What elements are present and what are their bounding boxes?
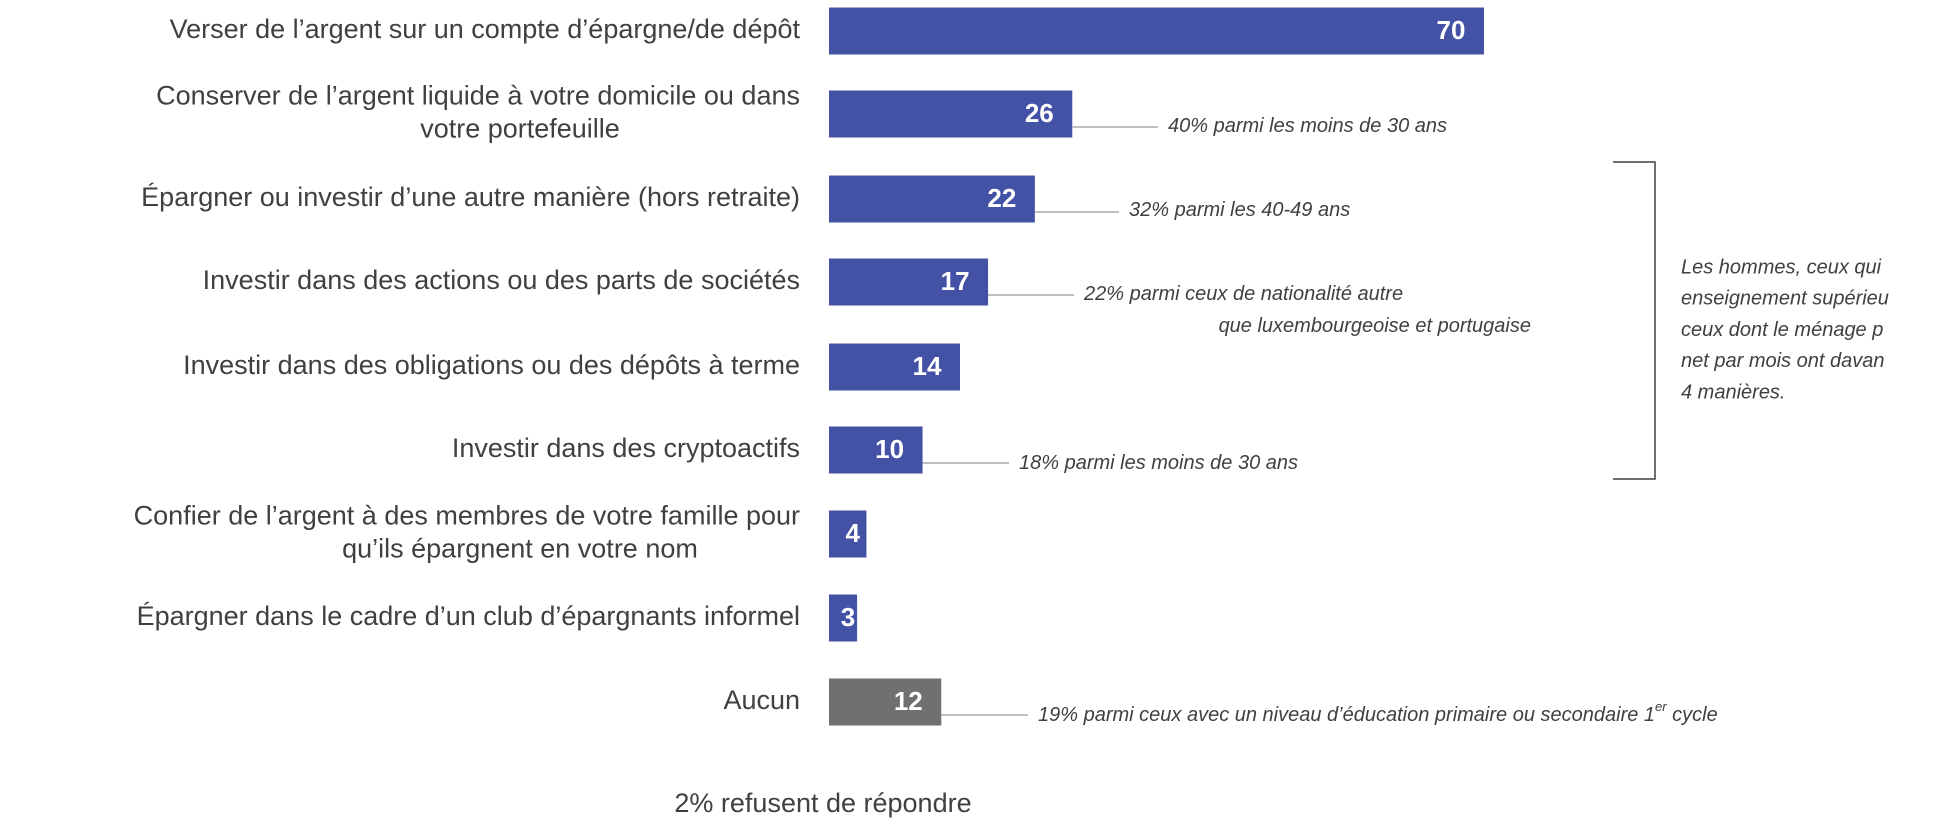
bar	[829, 258, 989, 306]
annotation: que luxembourgeoise et portugaise	[1219, 315, 1531, 337]
annotation: 18% parmi les moins de 30 ans	[1019, 452, 1298, 474]
category-label: Aucun	[723, 685, 800, 715]
bracket-note: enseignement supérieu	[1681, 288, 1889, 310]
category-label: Investir dans des actions ou des parts d…	[203, 265, 800, 295]
category-label: Investir dans des cryptoactifs	[452, 433, 800, 463]
bracket-note: net par mois ont davan	[1681, 350, 1884, 372]
value-label: 70	[1437, 15, 1466, 45]
bar	[829, 678, 942, 726]
category-label: votre portefeuille	[420, 114, 620, 144]
category-label: Conserver de l’argent liquide à votre do…	[156, 81, 800, 111]
value-label: 3	[841, 602, 855, 632]
bar	[829, 426, 923, 474]
bracket-note: Les hommes, ceux qui	[1681, 256, 1882, 278]
bar	[829, 7, 1484, 55]
category-label: Épargner ou investir d’une autre manière…	[141, 182, 800, 212]
bar	[829, 594, 858, 642]
bar	[829, 510, 867, 558]
annotation: 22% parmi ceux de nationalité autre	[1083, 283, 1403, 305]
category-label: Épargner dans le cadre d’un club d’éparg…	[137, 601, 800, 631]
category-label: qu’ils épargnent en votre nom	[342, 534, 698, 564]
value-label: 17	[941, 266, 970, 296]
value-label: 26	[1025, 98, 1054, 128]
value-label: 4	[845, 518, 860, 548]
category-label: Confier de l’argent à des membres de vot…	[134, 501, 800, 531]
value-label: 10	[875, 434, 904, 464]
annotation-part: 40% parmi les moins de 30 ans	[1168, 115, 1447, 137]
category-label: Investir dans des obligations ou des dép…	[183, 350, 800, 380]
annotation-part: 22% parmi ceux de nationalité autre	[1083, 283, 1403, 305]
annotation-part: que luxembourgeoise et portugaise	[1219, 315, 1531, 337]
annotation: 40% parmi les moins de 30 ans	[1168, 115, 1447, 137]
bar	[829, 175, 1035, 223]
annotation-part: 32% parmi les 40-49 ans	[1129, 199, 1350, 221]
annotation-part: cycle	[1667, 704, 1718, 726]
annotation-part: er	[1655, 699, 1667, 714]
bar	[829, 343, 960, 391]
value-label: 12	[894, 686, 923, 716]
annotation: 19% parmi ceux avec un niveau d’éducatio…	[1038, 699, 1718, 726]
category-label: Verser de l’argent sur un compte d’éparg…	[170, 14, 801, 44]
annotation: 32% parmi les 40-49 ans	[1129, 199, 1350, 221]
annotation-part: 18% parmi les moins de 30 ans	[1019, 452, 1298, 474]
annotation-part: 19% parmi ceux avec un niveau d’éducatio…	[1038, 704, 1655, 726]
bracket	[1613, 161, 1656, 480]
footnote: 2% refusent de répondre	[674, 788, 971, 818]
bracket-note: 4 manières.	[1681, 381, 1786, 403]
bracket-note: ceux dont le ménage p	[1681, 319, 1883, 341]
value-label: 14	[913, 351, 942, 381]
bar	[829, 90, 1073, 138]
value-label: 22	[987, 183, 1016, 213]
